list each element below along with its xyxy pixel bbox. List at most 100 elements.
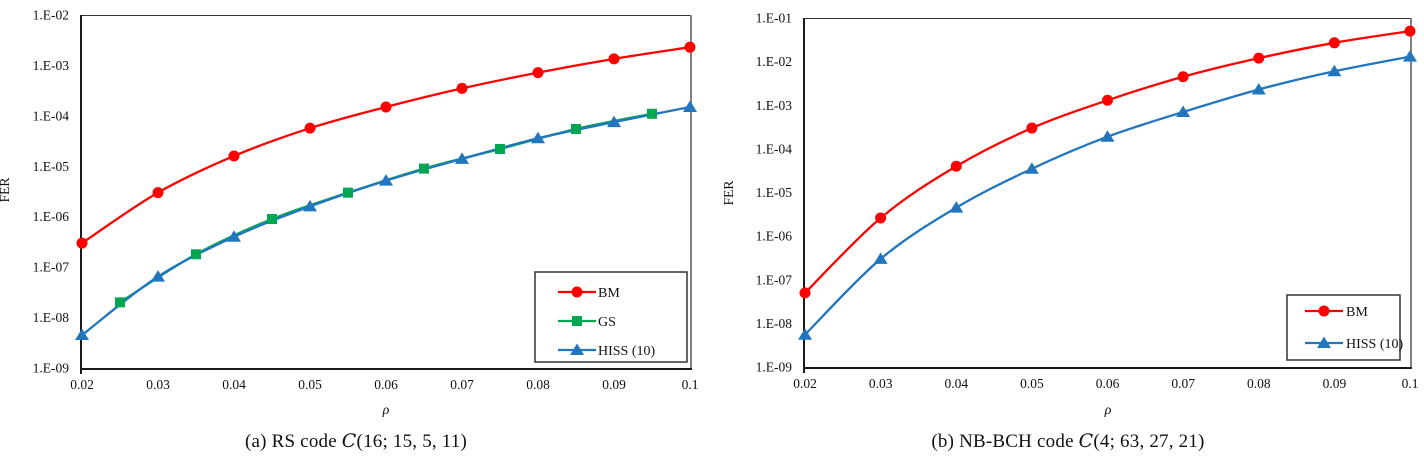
- caption-a: (a) RS code C(16; 15, 5, 11): [0, 430, 712, 453]
- x-tick-label: 0.03: [146, 377, 170, 392]
- series-marker-gs: [571, 123, 581, 134]
- x-tick-label: 0.08: [526, 377, 550, 392]
- y-axis-title: FER: [0, 178, 12, 203]
- series-marker-hiss-10: [1327, 64, 1342, 77]
- y-tick-label: 1.E-05: [33, 159, 70, 174]
- legend-marker-bm: [1318, 305, 1330, 317]
- legend-marker-gs: [572, 316, 582, 326]
- series-marker-gs: [267, 214, 277, 225]
- caption-a-code-params: (16; 15, 5, 11): [356, 431, 468, 452]
- series-marker-hiss-10: [1100, 130, 1115, 142]
- series-marker-bm: [608, 53, 620, 65]
- x-tick-label: 0.03: [869, 376, 893, 391]
- series-marker-bm: [532, 67, 544, 79]
- series-marker-bm: [152, 187, 164, 199]
- series-marker-bm: [380, 101, 392, 113]
- series-marker-bm: [684, 41, 696, 53]
- series-marker-bm: [1026, 122, 1038, 134]
- plot-top-border: [82, 15, 690, 16]
- series-marker-bm: [1253, 52, 1265, 64]
- series-marker-hiss-10: [949, 201, 964, 213]
- legend-label-gs: GS: [598, 315, 616, 330]
- series-marker-gs: [115, 297, 125, 308]
- series-line-bm: [803, 29, 1412, 295]
- plot-top-border: [805, 18, 1410, 19]
- series-marker-hiss-10: [683, 100, 697, 112]
- series-marker-hiss-10: [798, 328, 812, 340]
- plot-right-border: [1410, 18, 1412, 367]
- series-marker-hiss-10: [531, 131, 545, 144]
- series-marker-gs: [191, 249, 201, 260]
- caption-a-code-symbol: C: [341, 430, 357, 452]
- series-marker-bm: [228, 150, 240, 162]
- series-marker-hiss-10: [607, 115, 621, 128]
- series-marker-hiss-10: [1251, 82, 1266, 95]
- series-line-bm: [80, 46, 692, 245]
- series-marker-bm: [456, 82, 468, 94]
- x-tick-label: 0.06: [374, 377, 398, 392]
- series-marker-gs: [647, 108, 657, 119]
- y-tick-label: 1.E-03: [33, 58, 70, 73]
- y-tick-label: 1.E-08: [33, 310, 70, 325]
- y-axis-line: [803, 18, 805, 373]
- legend-label-hiss-10: HISS (10): [1346, 337, 1404, 352]
- legend-marker-hiss-10: [570, 343, 584, 355]
- x-tick-label: 0.05: [1020, 376, 1044, 391]
- caption-b: (b) NB-BCH code C(4; 63, 27, 21): [712, 430, 1424, 453]
- series-marker-gs: [495, 144, 505, 155]
- x-tick-label: 0.1: [682, 377, 699, 392]
- chart-b-canvas: 1.E-01 1.E-02 1.E-03 1.E-04 1.E-05 1.E-06 1.E-…: [721, 11, 1418, 419]
- x-tick-label: 0.07: [450, 377, 474, 392]
- series-marker-hiss-10: [1403, 50, 1417, 62]
- legend-marker-hiss-10: [1317, 336, 1331, 348]
- x-tick-label: 0.07: [1171, 376, 1195, 391]
- legend-label-bm: BM: [1346, 305, 1368, 320]
- y-tick-label: 1.E-06: [33, 209, 70, 224]
- x-axis-title: ρ: [1104, 403, 1112, 418]
- series-marker-hiss-10: [455, 152, 469, 164]
- legend-label-bm: BM: [598, 286, 620, 301]
- series-marker-hiss-10: [873, 252, 888, 264]
- series-marker-hiss-10: [227, 230, 241, 242]
- y-tick-label: 1.E-01: [756, 11, 792, 26]
- caption-b-text: (b) NB-BCH code: [931, 431, 1079, 452]
- series-marker-bm: [950, 160, 962, 172]
- plot-right-border: [690, 15, 692, 368]
- y-tick-label: 1.E-08: [756, 316, 793, 331]
- series-marker-bm: [1328, 37, 1340, 49]
- x-tick-label: 0.05: [298, 377, 322, 392]
- series-marker-bm: [304, 122, 316, 134]
- y-tick-label: 1.E-03: [756, 98, 793, 113]
- x-tick-label: 0.04: [222, 377, 246, 392]
- x-axis-line: [80, 368, 692, 370]
- x-axis-line: [803, 367, 1412, 369]
- chart-a-canvas: 1.E-02 1.E-03 1.E-04 1.E-05 1.E-06 1.E-07 1.E-…: [0, 8, 699, 419]
- legend-box: [1286, 294, 1401, 361]
- y-tick-label: 1.E-04: [33, 108, 70, 123]
- x-tick-label: 0.02: [70, 377, 94, 392]
- y-tick-label: 1.E-02: [756, 54, 792, 69]
- y-tick-label: 1.E-09: [33, 361, 70, 376]
- series-marker-bm: [1177, 71, 1189, 83]
- y-axis-title: FER: [721, 181, 736, 206]
- y-tick-label: 1.E-02: [33, 8, 69, 23]
- series-marker-bm: [76, 237, 88, 249]
- series-marker-hiss-10: [1176, 105, 1191, 118]
- caption-b-code-params: (4; 63, 27, 21): [1093, 431, 1205, 452]
- x-tick-label: 0.08: [1247, 376, 1271, 391]
- x-tick-label: 0.04: [944, 376, 968, 391]
- series-marker-bm: [799, 287, 811, 299]
- series-marker-gs: [419, 163, 429, 174]
- caption-a-text: (a) RS code: [244, 431, 342, 452]
- series-marker-gs: [343, 187, 353, 198]
- x-tick-label: 0.09: [1323, 376, 1347, 391]
- x-tick-label: 0.09: [602, 377, 626, 392]
- caption-b-code-symbol: C: [1078, 430, 1094, 452]
- legend-box: [534, 271, 688, 363]
- y-tick-label: 1.E-06: [756, 229, 793, 244]
- legend-label-hiss-10: HISS (10): [598, 344, 656, 359]
- legend-marker-bm: [571, 286, 583, 298]
- x-tick-label: 0.02: [793, 376, 817, 391]
- series-marker-hiss-10: [75, 328, 89, 341]
